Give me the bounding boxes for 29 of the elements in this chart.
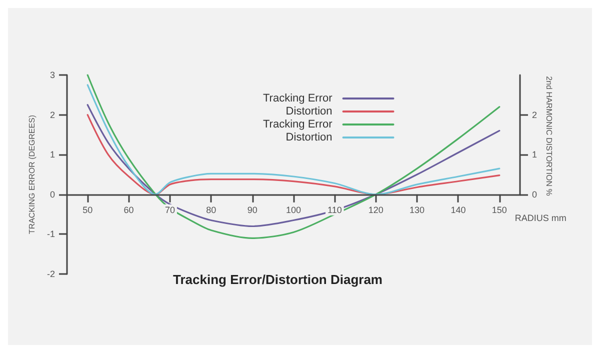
y-tick-label: -1 [46, 229, 55, 240]
legend-label: Tracking Error [262, 92, 333, 104]
x-axis-title: RADIUS mm [514, 212, 566, 223]
y2-tick-label: 1 [532, 150, 538, 160]
legend-label: Distortion [286, 106, 332, 118]
legend-label: Tracking Error [262, 118, 333, 130]
x-tick-label: 90 [247, 204, 258, 215]
y2-tick-label: 0 [532, 189, 538, 200]
y-tick-label: 0 [50, 189, 55, 200]
x-tick-label: 60 [124, 204, 134, 215]
y-tick-label: -2 [46, 269, 55, 279]
x-tick-label: 80 [206, 204, 216, 215]
y2-axis-title: 2nd HARMONIC DISTORTION % [544, 76, 554, 196]
y-tick-label: 1 [50, 150, 55, 160]
line-series [86, 114, 500, 196]
line-series [86, 84, 500, 196]
x-tick-label: 70 [164, 204, 175, 215]
x-tick-label: 50 [82, 204, 93, 215]
y2-tick-label: 2 [532, 110, 538, 120]
x-tick-label: 100 [286, 204, 302, 215]
x-tick-label: 120 [368, 204, 384, 215]
text: Tracking Error/Distortion Diagram [173, 272, 382, 287]
y-tick-label: 2 [50, 110, 55, 120]
y-axis-title: TRACKING ERROR (DEGREES) [28, 114, 37, 234]
legend-label: Distortion [286, 132, 332, 144]
y-tick-label: 3 [50, 70, 55, 80]
x-tick-label: 130 [410, 204, 425, 215]
x-tick-label: 150 [492, 204, 507, 215]
x-tick-label: 140 [450, 204, 466, 215]
